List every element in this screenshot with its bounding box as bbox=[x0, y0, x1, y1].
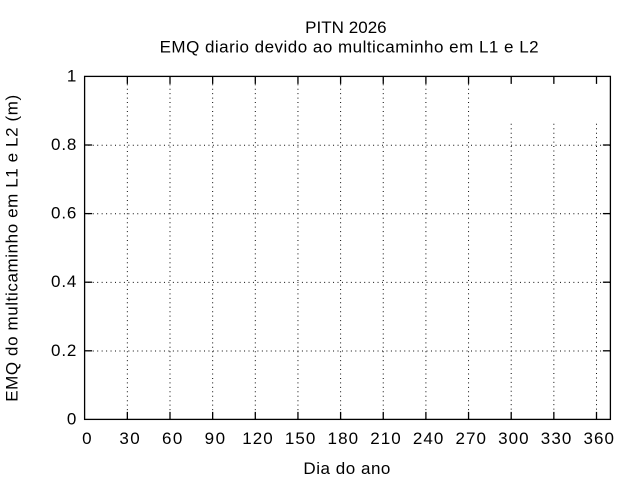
svg-text:0: 0 bbox=[82, 429, 91, 448]
svg-text:1: 1 bbox=[67, 66, 76, 85]
svg-text:360: 360 bbox=[583, 429, 614, 448]
svg-text:210: 210 bbox=[370, 429, 401, 448]
svg-text:180: 180 bbox=[328, 429, 359, 448]
svg-text:240: 240 bbox=[413, 429, 444, 448]
svg-text:300: 300 bbox=[498, 429, 529, 448]
svg-text:PITN 2026: PITN 2026 bbox=[305, 18, 387, 37]
svg-text:150: 150 bbox=[285, 429, 316, 448]
svg-text:270: 270 bbox=[456, 429, 487, 448]
svg-text:EMQ do multicaminho em L1 e L2: EMQ do multicaminho em L1 e L2 (m) bbox=[2, 95, 21, 402]
svg-text:Dia do ano: Dia do ano bbox=[303, 459, 390, 478]
svg-text:330: 330 bbox=[541, 429, 572, 448]
svg-text:0.2: 0.2 bbox=[51, 341, 76, 360]
svg-text:EMQ diario devido ao multicami: EMQ diario devido ao multicaminho em L1 … bbox=[160, 37, 539, 56]
svg-text:0: 0 bbox=[67, 409, 76, 428]
svg-text:90: 90 bbox=[205, 429, 225, 448]
svg-text:0.6: 0.6 bbox=[51, 204, 76, 223]
svg-text:0.4: 0.4 bbox=[51, 272, 76, 291]
svg-text:60: 60 bbox=[162, 429, 182, 448]
svg-text:0.8: 0.8 bbox=[51, 135, 76, 154]
svg-text:120: 120 bbox=[242, 429, 273, 448]
svg-text:30: 30 bbox=[119, 429, 139, 448]
